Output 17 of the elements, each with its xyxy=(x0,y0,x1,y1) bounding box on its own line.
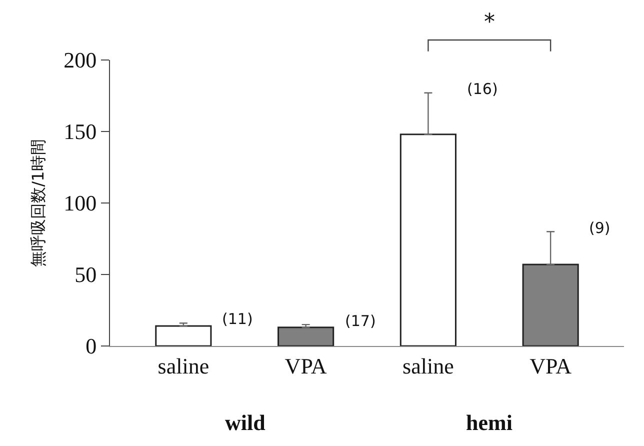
x-tick-label: saline xyxy=(402,353,454,378)
x-tick-label: VPA xyxy=(530,353,572,378)
text: wild xyxy=(225,410,266,435)
y-tick-label: 150 xyxy=(64,119,97,144)
y-tick-label: 200 xyxy=(64,48,97,73)
y-tick-label: 100 xyxy=(64,190,97,216)
text: * xyxy=(484,10,495,35)
x-tick-label: saline xyxy=(158,353,210,378)
y-tick-label: 0 xyxy=(86,334,97,359)
text: hemi xyxy=(466,410,512,435)
y-axis-title: 無呼吸回数/1時間 xyxy=(28,139,48,267)
annotation: (17) xyxy=(345,312,376,330)
y-tick-label: 50 xyxy=(74,262,97,288)
annotation: (11) xyxy=(222,310,253,328)
annotation: (9) xyxy=(589,219,610,237)
annotation: (16) xyxy=(467,80,498,98)
x-tick-label: VPA xyxy=(284,353,327,378)
